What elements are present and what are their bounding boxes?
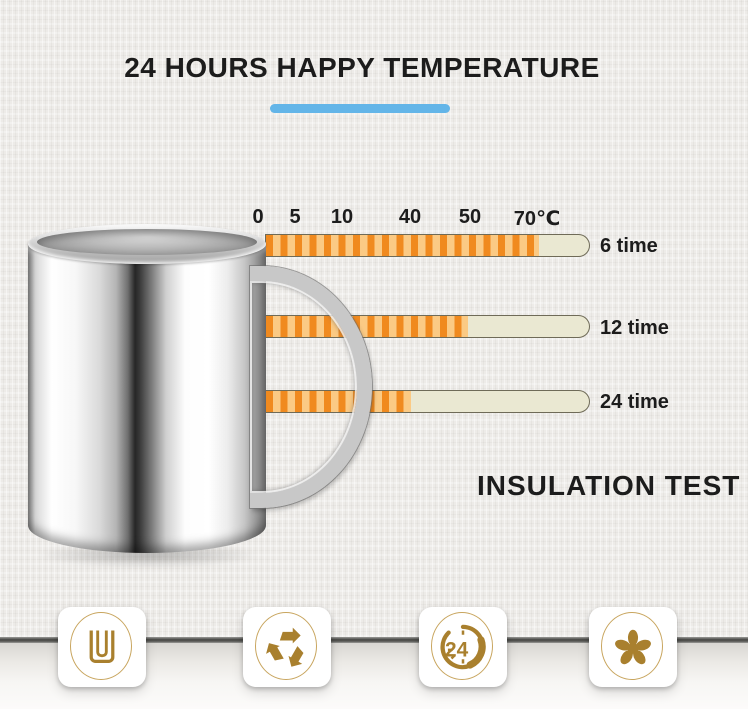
axis-tick-10: 10 [330, 206, 354, 228]
24-hour-label: 24 [445, 638, 469, 661]
axis-tick-40: 40 [398, 206, 422, 228]
mug-rim [28, 224, 266, 264]
recycle-icon [266, 627, 304, 667]
mug-interior [37, 229, 257, 255]
insulation-bar-6h [265, 234, 590, 257]
card-circle [601, 612, 663, 680]
flower-icon [615, 629, 651, 665]
feature-card-24-hour: 24 [419, 607, 507, 687]
card-circle [255, 612, 317, 680]
insulation-test-heading: INSULATION TEST [477, 470, 741, 501]
24-hour-icon: 24 [440, 624, 486, 670]
axis-tick-5: 5 [289, 206, 301, 228]
mug-handle [250, 266, 372, 508]
feature-card-double-wall [58, 607, 146, 687]
card-circle [431, 612, 493, 680]
table-edge-line [0, 637, 748, 643]
bar-label-24h: 24 time [600, 391, 669, 413]
page-title: 24 HOURS HAPPY TEMPERATURE [124, 52, 600, 83]
axis-tick-0: 0 [252, 206, 264, 228]
feature-card-recyclable [243, 607, 331, 687]
bar-label-12h: 12 time [600, 317, 669, 339]
bar-fill-6h [266, 235, 539, 256]
axis-tick-70c: 70℃ [513, 208, 561, 230]
title-underline [270, 104, 450, 113]
mug-body [28, 245, 266, 553]
bar-label-6h: 6 time [600, 235, 658, 257]
double-wall-cup-icon [89, 630, 115, 663]
card-circle [70, 612, 132, 680]
axis-tick-50: 50 [458, 206, 482, 228]
feature-card-flower [589, 607, 677, 687]
